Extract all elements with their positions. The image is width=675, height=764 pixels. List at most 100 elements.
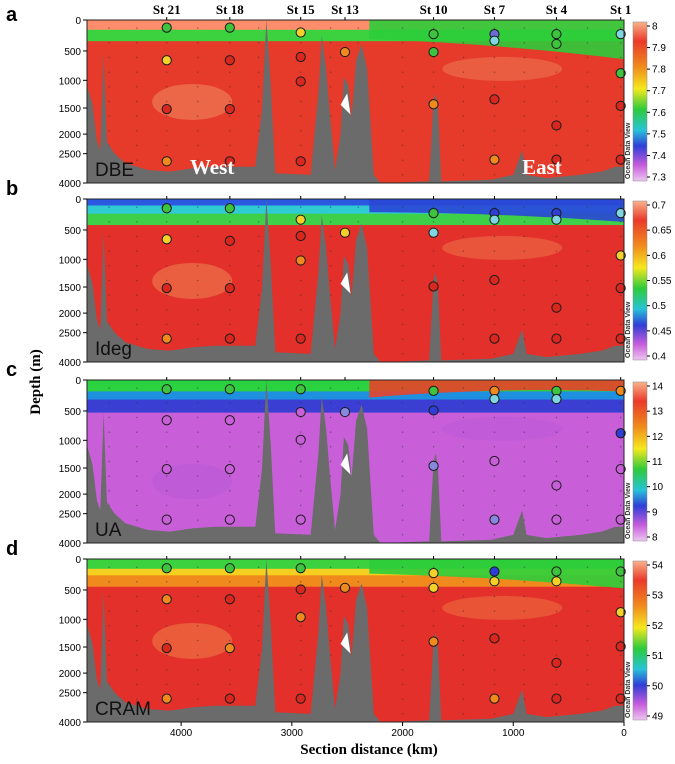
sample-dot — [586, 625, 589, 627]
sample-dot — [523, 610, 526, 612]
sample-dot — [523, 144, 526, 147]
sample-dot — [462, 504, 465, 507]
sample-circle — [161, 464, 172, 475]
sample-dot — [619, 595, 622, 598]
sample-dot — [555, 416, 558, 419]
panel-letter-b: b — [6, 178, 18, 200]
sample-dot — [586, 159, 589, 161]
sample-dot — [136, 86, 138, 88]
sample-dot — [299, 71, 302, 73]
sample-dot — [586, 115, 589, 117]
field-band — [87, 391, 624, 401]
sample-dot — [555, 100, 558, 103]
colorbar-tick-label: 13 — [652, 407, 664, 418]
sample-dot — [197, 56, 199, 59]
colorbar-tick-label: 7.8 — [652, 65, 666, 76]
sample-dot — [401, 353, 404, 355]
sample-dot — [401, 475, 404, 477]
sample-dot — [257, 625, 260, 627]
sample-dot — [197, 698, 199, 700]
sample-circle — [161, 203, 172, 214]
sample-dot — [586, 294, 589, 296]
sample-dot — [229, 250, 231, 252]
depth-tick-label: 1000 — [59, 76, 82, 87]
sample-dot — [299, 610, 302, 612]
sample-circle — [615, 100, 626, 111]
depth-tick-label: 0 — [75, 16, 81, 27]
sample-dot — [166, 294, 168, 296]
sample-dot — [462, 534, 465, 536]
sample-dot — [136, 115, 138, 117]
depth-tick-label: 500 — [64, 586, 81, 597]
sample-dot — [555, 475, 558, 477]
sample-dot — [197, 595, 199, 598]
sample-dot — [462, 610, 465, 612]
sample-dot — [432, 581, 435, 583]
sample-dot — [493, 294, 496, 296]
sample-dot — [432, 610, 435, 612]
sample-dot — [401, 387, 404, 389]
colorbar-tick-label: 0.45 — [652, 326, 672, 337]
sample-dot — [586, 475, 589, 477]
sample-dot — [257, 416, 260, 419]
sample-circle — [295, 76, 306, 87]
sample-dot — [197, 519, 199, 521]
sample-dot — [197, 42, 199, 44]
sample-dot — [257, 56, 260, 59]
sample-circle — [224, 594, 235, 605]
sample-dot — [401, 610, 404, 612]
variable-name: DBE — [95, 160, 134, 181]
field-blob — [152, 83, 233, 120]
sample-circle — [224, 693, 235, 704]
sample-dot — [555, 353, 558, 355]
colorbar-tick-label: 10 — [652, 482, 664, 493]
sample-circle — [551, 480, 562, 491]
sample-dot — [619, 639, 622, 642]
panel-c: 0 500 1000 1500 2000 2500 4000 c UA 14 13 12 11 10 9 8 O… — [6, 359, 664, 550]
colorbar: 54 53 52 51 50 49 — [632, 560, 664, 723]
depth-tick-label: 1500 — [59, 104, 82, 115]
colorbar-gradient — [632, 560, 648, 721]
sample-circle — [615, 693, 626, 704]
sample-dot — [166, 144, 168, 147]
sample-dot — [329, 100, 332, 103]
sample-circle — [615, 333, 626, 344]
sample-circle — [161, 693, 172, 704]
sample-dot — [136, 639, 138, 642]
sample-dot — [229, 460, 231, 463]
sample-dot — [166, 279, 168, 282]
sample-dot — [136, 279, 138, 282]
sample-dot — [329, 235, 332, 238]
sample-dot — [329, 279, 332, 282]
sample-dot — [329, 416, 332, 419]
region-label-east: East — [522, 155, 562, 179]
sample-circle — [551, 29, 562, 40]
sample-dot — [257, 115, 260, 117]
panel-a: 0 500 1000 1500 2000 2500 4000 a DBE 8 7.9 7.8 7.7 7.… — [6, 4, 666, 190]
sample-dot — [523, 309, 526, 311]
station-label: St 15 — [287, 2, 315, 17]
sample-dot — [401, 683, 404, 686]
sample-dot — [586, 402, 589, 404]
sample-dot — [523, 294, 526, 296]
field-band — [87, 199, 624, 207]
sample-dot — [108, 387, 110, 389]
colorbar-tick-label: 7.4 — [652, 151, 666, 162]
sample-dot — [166, 610, 168, 612]
sample-dot — [523, 431, 526, 433]
sample-dot — [462, 595, 465, 598]
sample-dot — [197, 265, 199, 267]
sample-dot — [523, 130, 526, 132]
sample-dot — [555, 323, 558, 326]
sample-dot — [401, 654, 404, 656]
depth-tick-label: 4000 — [59, 718, 82, 729]
sample-circle — [428, 46, 439, 58]
sample-dot — [108, 610, 110, 612]
sample-dot — [523, 206, 526, 208]
sample-dot — [462, 115, 465, 117]
odv-watermark: Ocean Data View — [625, 482, 632, 539]
sample-dot — [619, 323, 622, 326]
sample-circle — [489, 633, 500, 644]
sample-dot — [462, 654, 465, 656]
sample-dot — [257, 581, 260, 583]
